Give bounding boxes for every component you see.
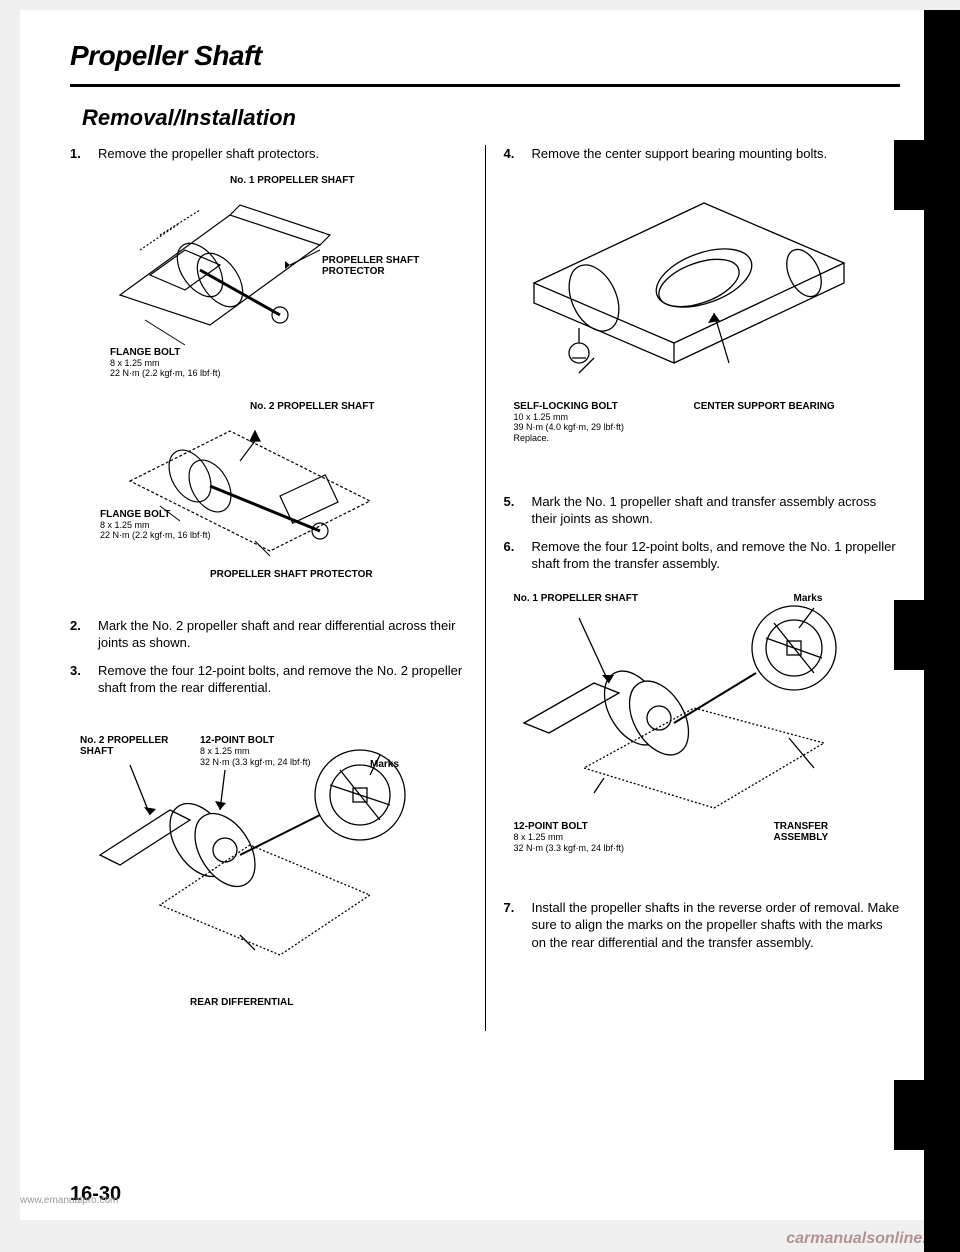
- fig3-marks-label: Marks: [370, 759, 399, 771]
- fig5-svg: [504, 593, 864, 813]
- fig3-diff-label: REAR DIFFERENTIAL: [190, 997, 293, 1009]
- fig4-bolt-label: SELF-LOCKING BOLT 10 x 1.25 mm 39 N·m (4…: [514, 401, 625, 444]
- fig1-protector-label: PROPELLER SHAFT PROTECTOR: [322, 255, 467, 278]
- step-text: Remove the center support bearing mounti…: [532, 145, 901, 163]
- step-text: Remove the four 12-point bolts, and remo…: [532, 538, 901, 573]
- binder-notch: [894, 1080, 924, 1150]
- step-text: Remove the four 12-point bolts, and remo…: [98, 662, 467, 697]
- step-3: 3. Remove the four 12-point bolts, and r…: [70, 662, 467, 697]
- step-text: Mark the No. 2 propeller shaft and rear …: [98, 617, 467, 652]
- figure-4: SELF-LOCKING BOLT 10 x 1.25 mm 39 N·m (4…: [504, 183, 901, 463]
- step-number: 5.: [504, 493, 520, 528]
- step-7: 7. Install the propeller shafts in the r…: [504, 899, 901, 952]
- fig3-bolt-label: 12-POINT BOLT 8 x 1.25 mm 32 N·m (3.3 kg…: [200, 735, 311, 767]
- step-1: 1. Remove the propeller shaft protectors…: [70, 145, 467, 163]
- fig2-title: No. 2 PROPELLER SHAFT: [250, 401, 374, 413]
- fig5-transfer-label: TRANSFERASSEMBLY: [774, 821, 829, 844]
- fig5-bolt-label: 12-POINT BOLT 8 x 1.25 mm 32 N·m (3.3 kg…: [514, 821, 625, 853]
- manual-page: Propeller Shaft Removal/Installation 1. …: [20, 10, 940, 1220]
- step-6: 6. Remove the four 12-point bolts, and r…: [504, 538, 901, 573]
- binder-notch: [894, 140, 924, 210]
- section-subtitle: Removal/Installation: [70, 105, 900, 131]
- fig3-svg: [80, 735, 420, 965]
- binder-edge: [924, 10, 960, 1252]
- fig4-svg: [504, 183, 864, 413]
- fig4-bearing-label: CENTER SUPPORT BEARING: [694, 401, 835, 413]
- fig2-bolt-label: FLANGE BOLT 8 x 1.25 mm 22 N·m (2.2 kgf·…: [100, 509, 211, 541]
- fig3-shaft-label: No. 2 PROPELLERSHAFT: [80, 735, 168, 758]
- binder-notch: [894, 600, 924, 670]
- step-text: Mark the No. 1 propeller shaft and trans…: [532, 493, 901, 528]
- fig5-marks-label: Marks: [794, 593, 823, 605]
- content-columns: 1. Remove the propeller shaft protectors…: [70, 145, 900, 1031]
- page-title: Propeller Shaft: [70, 40, 900, 72]
- step-4: 4. Remove the center support bearing mou…: [504, 145, 901, 163]
- divider: [70, 84, 900, 87]
- step-number: 3.: [70, 662, 86, 697]
- figure-2: No. 2 PROPELLER SHAFT: [90, 401, 467, 601]
- step-number: 2.: [70, 617, 86, 652]
- fig1-title: No. 1 PROPELLER SHAFT: [230, 175, 354, 187]
- step-2: 2. Mark the No. 2 propeller shaft and re…: [70, 617, 467, 652]
- step-number: 6.: [504, 538, 520, 573]
- figure-5: No. 1 PROPELLER SHAFT Marks: [504, 593, 901, 873]
- step-number: 7.: [504, 899, 520, 952]
- step-text: Install the propeller shafts in the reve…: [532, 899, 901, 952]
- right-column: 4. Remove the center support bearing mou…: [486, 145, 901, 1031]
- fig2-svg: [90, 401, 410, 581]
- step-text: Remove the propeller shaft protectors.: [98, 145, 467, 163]
- fig5-shaft-label: No. 1 PROPELLER SHAFT: [514, 593, 638, 605]
- step-number: 4.: [504, 145, 520, 163]
- figure-3: No. 2 PROPELLERSHAFT 12-POINT BOLT 8 x 1…: [80, 735, 467, 1015]
- fig2-protector-label: PROPELLER SHAFT PROTECTOR: [210, 569, 373, 581]
- step-5: 5. Mark the No. 1 propeller shaft and tr…: [504, 493, 901, 528]
- figure-1: No. 1 PROPELLER SHAFT: [90, 175, 467, 385]
- step-number: 1.: [70, 145, 86, 163]
- watermark-left: www.emanualpro.com: [20, 1195, 118, 1206]
- fig1-bolt-label: FLANGE BOLT 8 x 1.25 mm 22 N·m (2.2 kgf·…: [110, 347, 221, 379]
- left-column: 1. Remove the propeller shaft protectors…: [70, 145, 486, 1031]
